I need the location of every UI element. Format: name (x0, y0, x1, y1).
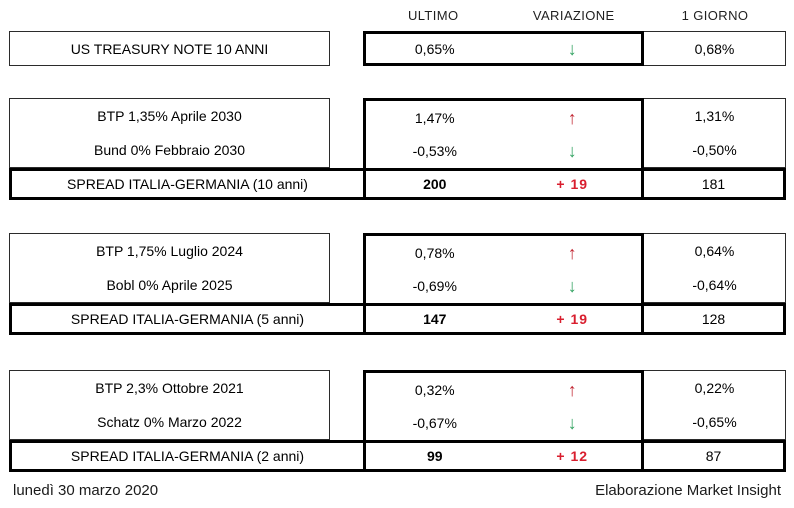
mid-values: 0,78% ↑ -0,69% ↓ (366, 236, 641, 303)
footer: lunedì 30 marzo 2020 Elaborazione Market… (13, 482, 781, 499)
variazione-cell: ↑ (504, 236, 642, 270)
spread-label: SPREAD ITALIA-GERMANIA (10 anni) (67, 176, 308, 192)
variazione-cell: ↓ (504, 135, 642, 169)
up-arrow-icon: ↑ (567, 107, 577, 128)
spread-giorno-value: 87 (705, 448, 722, 464)
spread-values-row: 147 + 19 (366, 303, 641, 332)
bond-label: Bund 0% Febbraio 2030 (94, 142, 245, 158)
ultimo-value: 0,32% (414, 381, 455, 398)
spread-values-row: 200 + 19 (366, 168, 641, 197)
giorno-box: 0,64% -0,64% (644, 233, 786, 303)
ultimo-value: 1,47% (414, 109, 455, 126)
bond-labels-box: BTP 2,3% Ottobre 2021 Schatz 0% Marzo 20… (9, 370, 330, 440)
bond-labels-box: BTP 1,35% Aprile 2030 Bund 0% Febbraio 2… (9, 98, 330, 168)
table-header: ULTIMO VARIAZIONE 1 GIORNO (9, 0, 786, 31)
spread-ultimo-value: 200 (423, 176, 447, 192)
bond-label: Schatz 0% Marzo 2022 (97, 414, 242, 430)
down-arrow-icon: ↓ (567, 141, 577, 162)
bond-label: Bobl 0% Aprile 2025 (106, 277, 233, 293)
spread-giorno-value: 128 (701, 311, 726, 327)
mid-values: 0,65% ↓ (366, 34, 641, 63)
spread-giorno-box: 128 (644, 303, 786, 335)
bond-labels-box: BTP 1,75% Luglio 2024 Bobl 0% Aprile 202… (9, 233, 330, 303)
variazione-cell: ↑ (504, 101, 642, 135)
bond-group-2-anni: BTP 2,3% Ottobre 2021 Schatz 0% Marzo 20… (9, 370, 786, 472)
spread-label-box: SPREAD ITALIA-GERMANIA (10 anni) (9, 168, 363, 200)
report-date: lunedì 30 marzo 2020 (13, 482, 159, 499)
bond-label: BTP 2,3% Ottobre 2021 (95, 380, 244, 396)
spread-label: SPREAD ITALIA-GERMANIA (2 anni) (70, 448, 305, 464)
rates-table: ULTIMO VARIAZIONE 1 GIORNO US TREASURY N… (9, 0, 786, 472)
bond-values-row: 0,65% ↓ (366, 34, 641, 63)
spread-giorno-box: 181 (644, 168, 786, 200)
giorno-value: -0,64% (692, 277, 737, 293)
giorno-box: 1,31% -0,50% (644, 98, 786, 168)
ultimo-value: -0,53% (412, 143, 457, 160)
bond-values-row: -0,53% ↓ (366, 135, 641, 169)
bond-values-row: 0,78% ↑ (366, 236, 641, 270)
bond-label: US TREASURY NOTE 10 ANNI (70, 40, 269, 57)
mid-values: 0,32% ↑ -0,67% ↓ (366, 373, 641, 440)
spread-label-box: SPREAD ITALIA-GERMANIA (5 anni) (9, 303, 363, 335)
bond-values-row: 0,32% ↑ (366, 373, 641, 407)
down-arrow-icon: ↓ (567, 276, 577, 297)
variazione-cell: ↓ (504, 270, 642, 304)
giorno-value: 0,68% (694, 40, 735, 57)
header-mid-columns: ULTIMO VARIAZIONE (363, 0, 644, 31)
giorno-value: 1,31% (694, 108, 735, 124)
us-treasury-row: US TREASURY NOTE 10 ANNI 0,65% ↓ 0,68% (9, 31, 786, 66)
bond-values-row: -0,69% ↓ (366, 270, 641, 304)
spread-giorno-value: 181 (701, 176, 726, 192)
giorno-value: -0,65% (692, 414, 737, 430)
ultimo-variazione-box: 0,78% ↑ -0,69% ↓ 147 + 19 (363, 233, 644, 335)
bond-label: BTP 1,75% Luglio 2024 (96, 243, 243, 259)
giorno-box: 0,22% -0,65% (644, 370, 786, 440)
ultimo-value: 0,78% (414, 244, 455, 261)
spread-ultimo-value: 147 (423, 311, 447, 327)
down-arrow-icon: ↓ (567, 38, 577, 59)
bond-values-row: 1,47% ↑ (366, 101, 641, 135)
variazione-cell: ↓ (504, 34, 642, 63)
ultimo-variazione-box: 0,32% ↑ -0,67% ↓ 99 + 12 (363, 370, 644, 472)
bond-label-box: US TREASURY NOTE 10 ANNI (9, 31, 330, 66)
ultimo-value: -0,69% (412, 278, 457, 295)
spread-ultimo-value: 99 (426, 448, 443, 464)
giorno-value: -0,50% (692, 142, 737, 158)
spread-variation-value: + 19 (556, 311, 589, 327)
giorno-value: 0,64% (694, 243, 735, 259)
giorno-value: 0,22% (694, 380, 735, 396)
ultimo-value: 0,65% (414, 40, 455, 57)
giorno-box: 0,68% (644, 31, 786, 66)
spread-label-box: SPREAD ITALIA-GERMANIA (2 anni) (9, 440, 363, 472)
ultimo-variazione-box: 1,47% ↑ -0,53% ↓ 200 + 19 (363, 98, 644, 200)
bond-group-5-anni: BTP 1,75% Luglio 2024 Bobl 0% Aprile 202… (9, 233, 786, 335)
report-credit: Elaborazione Market Insight (595, 482, 781, 499)
column-header-variazione: VARIAZIONE (532, 8, 615, 23)
up-arrow-icon: ↑ (567, 242, 577, 263)
variazione-cell: ↑ (504, 373, 642, 407)
variazione-cell: ↓ (504, 407, 642, 441)
spread-label: SPREAD ITALIA-GERMANIA (5 anni) (70, 311, 305, 327)
bond-label: BTP 1,35% Aprile 2030 (97, 108, 242, 124)
down-arrow-icon: ↓ (567, 413, 577, 434)
column-header-ultimo: ULTIMO (407, 8, 459, 23)
spread-values-row: 99 + 12 (366, 440, 641, 469)
spread-variation-value: + 12 (556, 448, 589, 464)
ultimo-value: -0,67% (412, 415, 457, 432)
bond-group-10-anni: BTP 1,35% Aprile 2030 Bund 0% Febbraio 2… (9, 98, 786, 200)
ultimo-variazione-box: 0,65% ↓ (363, 31, 644, 66)
bond-values-row: -0,67% ↓ (366, 407, 641, 441)
up-arrow-icon: ↑ (567, 379, 577, 400)
mid-values: 1,47% ↑ -0,53% ↓ (366, 101, 641, 168)
spread-giorno-box: 87 (644, 440, 786, 472)
spread-variation-value: + 19 (556, 176, 589, 192)
column-header-1-giorno: 1 GIORNO (681, 8, 749, 23)
